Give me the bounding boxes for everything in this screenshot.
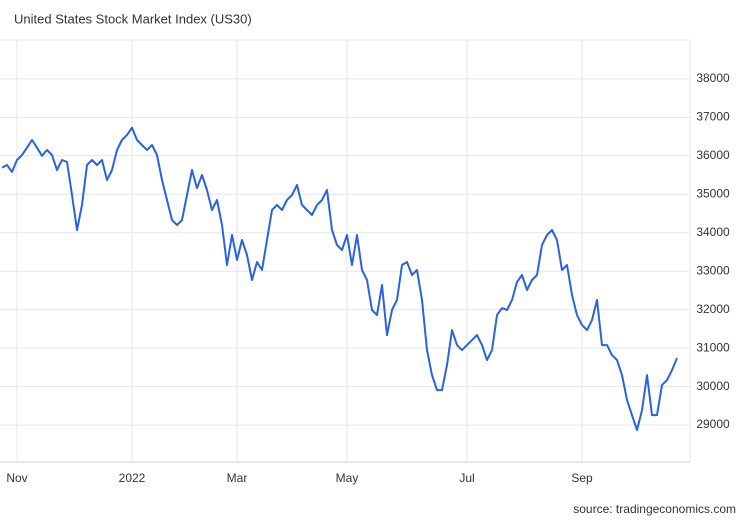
- source: source: tradingeconomics.com: [573, 502, 736, 516]
- y-tick-label: 32000: [696, 302, 730, 316]
- y-tick-label: 36000: [696, 148, 730, 162]
- x-tick-label: Nov: [6, 471, 27, 485]
- y-tick-label: 34000: [696, 225, 730, 239]
- y-tick-label: 37000: [696, 109, 730, 123]
- y-tick-label: 31000: [696, 340, 730, 354]
- y-tick-label: 29000: [696, 417, 730, 431]
- x-tick-label: Jul: [459, 471, 474, 485]
- x-tick-label: May: [336, 471, 359, 485]
- chart-title: United States Stock Market Index (US30): [14, 11, 252, 26]
- x-tick-label: Mar: [227, 471, 248, 485]
- x-tick-label: Sep: [571, 471, 593, 485]
- y-tick-label: 33000: [696, 263, 730, 277]
- y-tick-label: 30000: [696, 379, 730, 393]
- y-tick-label: 38000: [696, 71, 730, 85]
- x-tick-label: 2022: [119, 471, 146, 485]
- y-tick-label: 35000: [696, 186, 730, 200]
- series-line: [1, 126, 678, 432]
